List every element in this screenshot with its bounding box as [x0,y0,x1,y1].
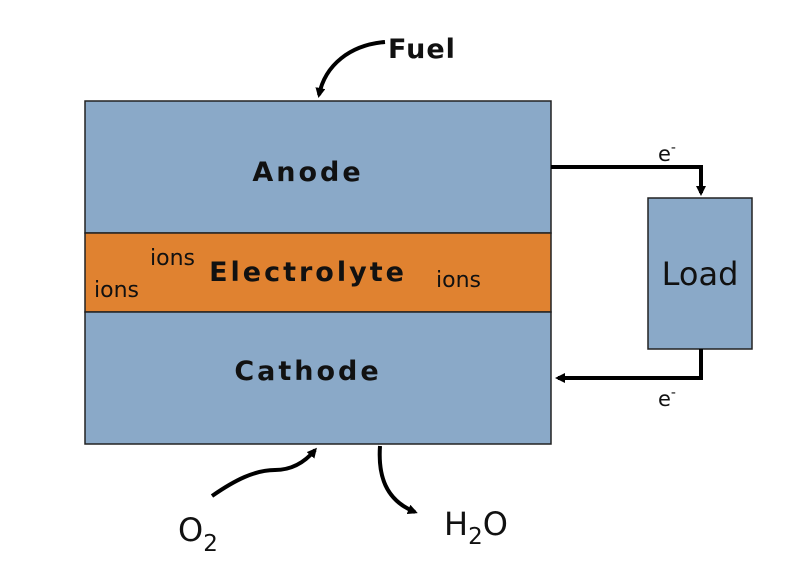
water-label: H2O [444,505,508,550]
electrolyte-label: Electrolyte [209,257,407,288]
electron-label-bottom: e- [658,385,676,411]
ion-label-right: ions [436,268,481,293]
electron-wire-bottom [555,349,703,383]
water-arrow [377,445,418,515]
electron-label-top: e- [658,140,676,166]
fuel-arrow [315,40,386,98]
anode-layer [84,100,552,234]
electrolyte-layer [84,232,552,313]
oxygen-label: O2 [178,511,218,557]
oxygen-arrow [210,447,317,498]
ion-label-left-lower: ions [94,278,139,303]
load-label: Load [662,255,739,293]
cathode-layer [84,311,552,445]
load-box [647,197,753,350]
ion-label-left-upper: ions [150,246,195,271]
anode-label: Anode [252,157,363,188]
fuel-label: Fuel [388,34,456,65]
electron-wire-top [551,165,706,196]
cathode-label: Cathode [234,356,381,387]
